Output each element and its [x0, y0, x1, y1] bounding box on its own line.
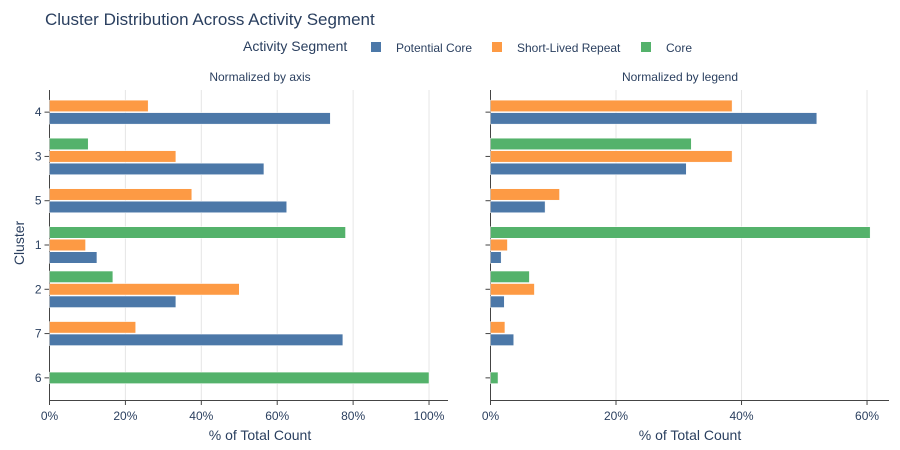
bar-left-cluster-6-core[interactable] — [49, 371, 430, 384]
y-tick-label: 4 — [35, 105, 42, 119]
bar-left-cluster-3-core[interactable] — [49, 137, 89, 150]
panel-right: 0% 20% 40% 60% — [482, 90, 889, 423]
x-tick-label: 80% — [341, 409, 365, 423]
bar-right-cluster-2-potential-core[interactable] — [490, 295, 505, 308]
legend-label-potential-core[interactable]: Potential Core — [396, 41, 472, 55]
bar-right-cluster-7-potential-core[interactable] — [490, 333, 514, 346]
panel-right-x-axis-title: % of Total Count — [639, 427, 742, 443]
panel-left: 0% 20% 40% 60% 80% 100% 4 3 5 1 2 7 6 — [35, 90, 448, 423]
bar-left-cluster-1-potential-core[interactable] — [49, 251, 98, 264]
y-tick-label: 2 — [35, 282, 42, 296]
bar-left-cluster-3-potential-core[interactable] — [49, 162, 265, 175]
x-tick-label: 100% — [414, 409, 445, 423]
bar-right-cluster-4-potential-core[interactable] — [490, 112, 818, 125]
y-tick-label: 7 — [35, 327, 42, 341]
legend-swatch-short-lived-repeat[interactable] — [492, 42, 502, 52]
bar-left-cluster-2-core[interactable] — [49, 270, 114, 283]
bar-left-cluster-1-core[interactable] — [49, 226, 346, 239]
panel-right-subtitle: Normalized by legend — [622, 70, 738, 84]
bar-left-cluster-7-short-lived-repeat[interactable] — [49, 321, 136, 334]
panel-left-x-axis-title: % of Total Count — [209, 427, 312, 443]
y-tick-label: 5 — [35, 194, 42, 208]
chart-title: Cluster Distribution Across Activity Seg… — [45, 10, 375, 29]
bar-right-cluster-4-short-lived-repeat[interactable] — [490, 99, 733, 112]
bar-right-cluster-2-core[interactable] — [490, 270, 530, 283]
x-tick-label: 40% — [189, 409, 213, 423]
bar-left-cluster-2-short-lived-repeat[interactable] — [49, 283, 240, 296]
bar-left-cluster-5-potential-core[interactable] — [49, 200, 287, 213]
bar-right-cluster-3-short-lived-repeat[interactable] — [490, 150, 733, 163]
x-tick-label: 60% — [855, 409, 879, 423]
bar-left-cluster-7-potential-core[interactable] — [49, 333, 344, 346]
bar-right-cluster-3-potential-core[interactable] — [490, 162, 687, 175]
x-tick-label: 40% — [730, 409, 754, 423]
legend-label-short-lived-repeat[interactable]: Short-Lived Repeat — [517, 41, 621, 55]
bar-left-cluster-2-potential-core[interactable] — [49, 295, 177, 308]
y-tick-label: 6 — [35, 371, 42, 385]
bar-right-cluster-1-potential-core[interactable] — [490, 251, 502, 264]
y-tick-label: 3 — [35, 149, 42, 163]
bar-left-cluster-1-short-lived-repeat[interactable] — [49, 239, 86, 251]
bar-left-cluster-5-short-lived-repeat[interactable] — [49, 188, 193, 201]
bar-left-cluster-4-potential-core[interactable] — [49, 112, 331, 125]
legend-swatch-core[interactable] — [641, 42, 651, 52]
bar-right-cluster-6-core[interactable] — [490, 371, 499, 384]
bar-right-cluster-5-potential-core[interactable] — [490, 200, 546, 213]
bar-right-cluster-2-short-lived-repeat[interactable] — [490, 283, 535, 296]
bar-right-cluster-1-short-lived-repeat[interactable] — [490, 239, 508, 251]
legend-swatch-potential-core[interactable] — [371, 42, 381, 52]
bar-right-cluster-3-core[interactable] — [490, 137, 692, 150]
bar-left-cluster-4-short-lived-repeat[interactable] — [49, 99, 149, 112]
bar-left-cluster-3-short-lived-repeat[interactable] — [49, 150, 177, 163]
bar-right-cluster-7-short-lived-repeat[interactable] — [490, 321, 506, 334]
bar-right-cluster-5-short-lived-repeat[interactable] — [490, 188, 560, 201]
x-tick-label: 0% — [41, 409, 59, 423]
legend: Activity Segment Potential Core Short-Li… — [243, 38, 692, 55]
legend-label-core[interactable]: Core — [666, 41, 692, 55]
bar-right-cluster-1-core[interactable] — [490, 226, 871, 239]
y-axis-title: Cluster — [11, 220, 27, 265]
x-tick-label: 20% — [604, 409, 628, 423]
x-tick-label: 0% — [482, 409, 500, 423]
y-tick-label: 1 — [35, 238, 42, 252]
x-tick-label: 20% — [113, 409, 137, 423]
legend-title: Activity Segment — [243, 38, 347, 54]
panel-left-subtitle: Normalized by axis — [209, 70, 310, 84]
x-tick-label: 60% — [265, 409, 289, 423]
